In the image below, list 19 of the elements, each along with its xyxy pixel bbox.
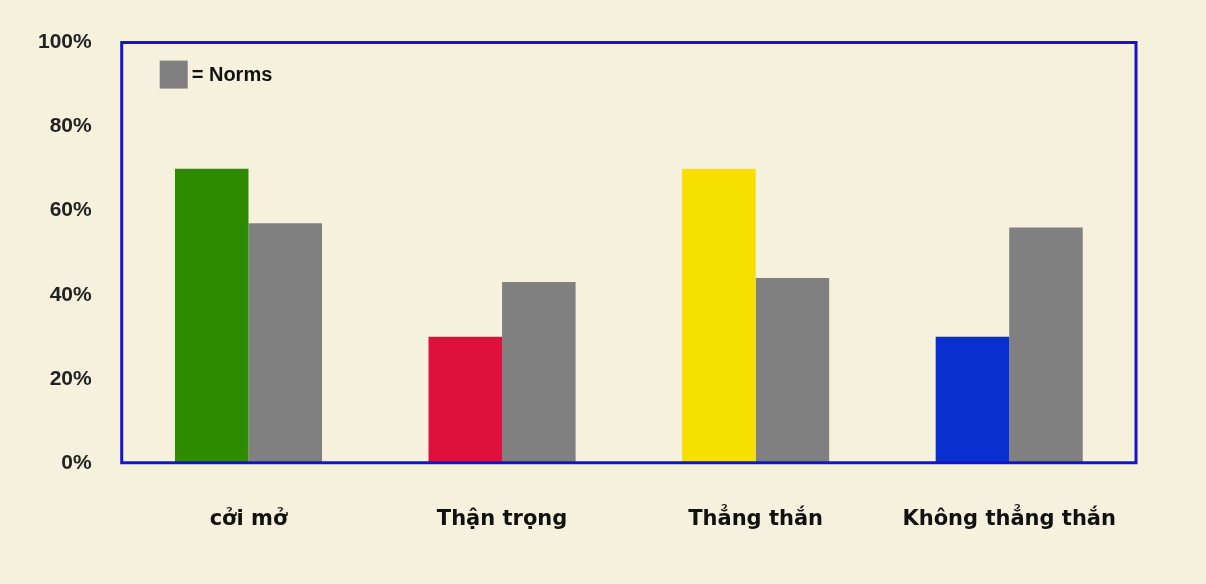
x-tick-label: cởi mở xyxy=(209,505,288,530)
bar xyxy=(935,336,1010,463)
legend-label: = Norms xyxy=(191,63,273,86)
bar xyxy=(755,277,830,463)
bar xyxy=(682,168,756,463)
bar xyxy=(1009,227,1083,463)
y-tick-label: 0% xyxy=(61,449,93,473)
bar xyxy=(502,282,576,463)
y-tick-label: 40% xyxy=(49,281,93,305)
y-tick-label: 80% xyxy=(49,113,93,137)
y-tick-label: 20% xyxy=(49,365,93,389)
y-tick-label: 60% xyxy=(49,197,93,221)
x-tick-label: Thẳng thắn xyxy=(688,503,824,530)
bar xyxy=(174,168,249,463)
y-tick-label: 100% xyxy=(37,29,93,53)
bar xyxy=(428,336,503,463)
bar xyxy=(248,223,323,463)
x-tick-label: Không thẳng thắn xyxy=(902,503,1116,530)
x-tick-label: Thận trọng xyxy=(436,505,568,530)
